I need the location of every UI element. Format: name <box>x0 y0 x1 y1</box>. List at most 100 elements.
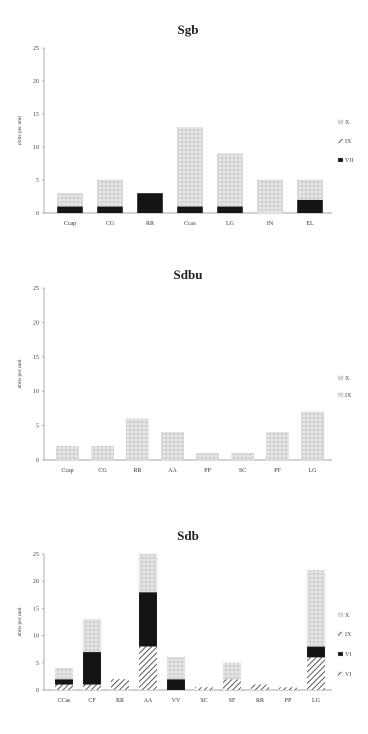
x-tick-label: IN <box>267 221 274 227</box>
legend-swatch <box>337 119 344 125</box>
legend-swatch <box>337 612 344 618</box>
y-tick-label: 0 <box>36 688 39 694</box>
x-tick-label: VV <box>172 698 181 704</box>
bar-X-PF <box>266 432 289 461</box>
bar-VI-hatch-RR <box>251 684 269 690</box>
y-tick-label: 25 <box>33 286 39 292</box>
bar-IX-VV <box>166 657 186 680</box>
bar-X-RR <box>126 418 149 461</box>
legend-label: VI <box>345 672 351 678</box>
x-tick-label: RR <box>256 698 264 704</box>
legend-label: X <box>345 120 350 126</box>
y-tick-label: 20 <box>33 79 39 85</box>
x-tick-label: SC <box>200 698 207 704</box>
bar-IX-LG <box>216 153 243 207</box>
x-tick-label: Ccap <box>61 468 73 474</box>
bar-VI-solid-CF <box>83 651 101 685</box>
x-tick-label: CF <box>88 698 96 704</box>
y-tick-label: 5 <box>36 661 39 667</box>
bar-IX-CF <box>82 619 102 653</box>
x-tick-label: LG <box>226 221 235 227</box>
x-tick-label: LG <box>312 698 321 704</box>
bar-X-PP <box>196 452 219 461</box>
legend-swatch <box>337 631 344 637</box>
bar-IX-Ccas <box>176 126 203 207</box>
bar-VII-CG <box>97 206 123 213</box>
y-tick-label: 10 <box>33 634 39 640</box>
x-tick-label: PF <box>274 468 281 474</box>
bar-VII-Ccap <box>57 206 83 213</box>
y-tick-label: 20 <box>33 579 39 585</box>
y-axis-label: nbits per unit <box>17 116 23 145</box>
x-tick-label: RR <box>146 221 154 227</box>
y-tick-label: 25 <box>33 552 39 558</box>
bar-VI-hatch-RR <box>111 679 129 690</box>
x-tick-label: CCas <box>57 698 71 704</box>
bar-VI-hatch-AA <box>139 646 157 690</box>
legend-swatch <box>337 392 344 398</box>
x-tick-label: AA <box>144 698 153 704</box>
y-tick-label: 5 <box>36 178 39 184</box>
x-tick-label: PP <box>285 698 292 704</box>
bar-IX-Ccap <box>57 192 84 207</box>
x-tick-label: RR <box>116 698 124 704</box>
y-tick-label: 0 <box>36 458 39 464</box>
bar-VI-solid-VV <box>167 679 185 690</box>
bar-VII-LG <box>217 206 243 213</box>
y-tick-label: 20 <box>33 320 39 326</box>
bar-VII-RR <box>137 193 163 213</box>
bar-VI-hatch-LG <box>307 657 325 690</box>
legend-label: VI <box>345 652 351 658</box>
legend-swatch <box>337 671 344 677</box>
legend-swatch <box>337 157 344 163</box>
legend-label: X <box>345 376 350 382</box>
bar-VI-hatch-SF <box>223 679 241 690</box>
x-tick-label: CG <box>106 221 115 227</box>
bar-X-LG <box>301 411 324 461</box>
bar-VI-hatch-SC <box>195 687 213 690</box>
bar-VI-solid-LG <box>307 646 325 658</box>
y-axis-label: nbits per unit <box>17 607 23 636</box>
x-tick-label: CG <box>98 468 107 474</box>
chart-title: Sdbu <box>174 267 203 282</box>
legend-swatch <box>337 651 344 657</box>
y-tick-label: 15 <box>33 112 39 118</box>
bar-VI-hatch-PP <box>279 687 297 690</box>
x-tick-label: EL <box>306 221 314 227</box>
x-tick-label: AA <box>168 468 177 474</box>
bar-VI-solid-AA <box>139 592 157 647</box>
legend-label: IX <box>345 632 352 638</box>
chart-title: Sdb <box>177 528 199 543</box>
x-tick-label: SC <box>239 468 246 474</box>
x-tick-label: PP <box>204 468 211 474</box>
x-tick-label: Ccap <box>64 221 76 227</box>
bar-VI-solid-CCas <box>55 679 73 685</box>
bar-VII-EL <box>297 199 323 213</box>
y-axis-label: nbits per unit <box>17 359 23 388</box>
y-tick-label: 10 <box>33 389 39 395</box>
chart-2: Sdb 0 5 10 15 20 25 nbits per unit CCas CF RR AA VV S… <box>17 528 352 704</box>
x-tick-label: Ccas <box>184 221 196 227</box>
legend-label: IX <box>345 139 352 145</box>
bar-IX-AA <box>138 553 158 593</box>
chart-0: Sgb 0 5 10 15 20 25 nbits per unit Ccap CG RR Ccas L… <box>17 22 353 227</box>
bar-IX-CG <box>96 179 123 207</box>
bar-X-AA <box>161 432 184 461</box>
bar-X-CG <box>91 446 114 461</box>
bar-IX-LG <box>306 570 326 647</box>
bar-IX-SF <box>222 662 242 680</box>
bar-X-SC <box>231 452 254 461</box>
y-tick-label: 25 <box>33 46 39 52</box>
y-tick-label: 15 <box>33 606 39 612</box>
x-tick-label: SF <box>229 698 236 704</box>
legend-label: VII <box>345 158 353 164</box>
bar-VI-hatch-CF <box>83 684 101 690</box>
x-tick-label: RR <box>133 468 141 474</box>
legend-label: IX <box>345 393 352 399</box>
bar-VII-Ccas <box>177 206 203 213</box>
x-tick-label: LG <box>309 468 318 474</box>
bar-IX-EL <box>297 179 324 200</box>
bar-IX-IN <box>257 179 284 214</box>
